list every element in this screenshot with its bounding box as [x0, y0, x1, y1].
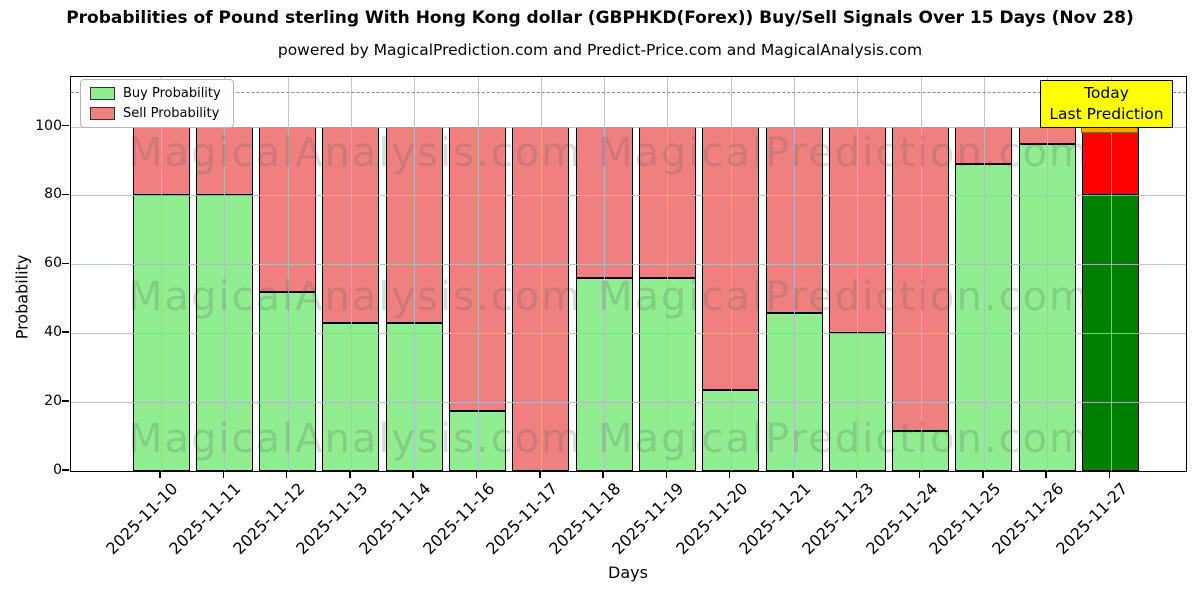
y-tick-mark	[62, 193, 69, 196]
grid-line-horizontal	[71, 195, 1186, 197]
grid-line-vertical	[414, 77, 416, 471]
grid-line-horizontal	[71, 264, 1186, 266]
y-tick-label: 20	[44, 393, 62, 410]
y-tick-mark	[62, 262, 69, 265]
grid-line-vertical	[540, 77, 542, 471]
legend-sell-label: Sell Probability	[123, 106, 220, 121]
x-tick-mark	[918, 471, 921, 478]
y-tick-mark	[62, 331, 69, 333]
plot-area	[70, 76, 1187, 472]
legend: Buy Probability Sell Probability	[80, 79, 234, 128]
x-tick-mark	[982, 471, 984, 478]
watermark-text: MagicalPrediction.com	[598, 416, 1090, 462]
grid-line-horizontal	[71, 126, 1186, 128]
sell-swatch-icon	[90, 107, 115, 120]
legend-item-buy: Buy Probability	[90, 86, 221, 101]
grid-line-vertical	[667, 77, 669, 471]
y-tick-mark	[62, 469, 69, 471]
grid-line-vertical	[287, 77, 289, 471]
x-tick-mark	[855, 471, 858, 478]
grid-line-vertical	[857, 77, 859, 471]
watermark-text: MagicalAnalysis.com	[128, 416, 583, 462]
chart-title: Probabilities of Pound sterling With Hon…	[66, 8, 1134, 28]
grid-line-vertical	[350, 77, 352, 471]
legend-item-sell: Sell Probability	[90, 106, 221, 121]
dashed-threshold-line	[71, 92, 1186, 94]
x-tick-mark	[159, 471, 161, 478]
buy-swatch-icon	[90, 87, 115, 100]
grid-line-vertical	[920, 77, 922, 471]
today-annotation-line1: Today	[1084, 84, 1129, 103]
x-tick-mark	[728, 471, 731, 478]
y-tick-label: 40	[44, 324, 62, 341]
grid-line-vertical	[730, 77, 732, 471]
today-annotation-line2: Last Prediction	[1049, 105, 1164, 123]
x-tick-mark	[222, 471, 225, 478]
grid-line-vertical	[604, 77, 606, 471]
grid-line-horizontal	[71, 333, 1186, 335]
x-tick-mark	[285, 471, 288, 478]
watermark-text: MagicalAnalysis.com	[128, 130, 583, 176]
grid-line-vertical	[983, 77, 985, 471]
x-tick-mark	[349, 471, 351, 478]
x-tick-mark	[475, 471, 478, 478]
grid-line-vertical	[161, 77, 162, 471]
grid-line-vertical	[1110, 77, 1112, 471]
y-tick-label: 60	[44, 255, 62, 272]
grid-line-horizontal	[71, 402, 1186, 404]
x-tick-mark	[412, 471, 414, 478]
watermark-text: MagicalAnalysis.com	[128, 274, 583, 320]
x-tick-mark	[665, 471, 668, 478]
chart-subtitle: powered by MagicalPrediction.com and Pre…	[277, 41, 923, 59]
grid-line-vertical	[1047, 77, 1049, 471]
grid-line-vertical	[794, 77, 795, 471]
x-tick-mark	[1108, 471, 1111, 478]
x-tick-mark	[1045, 471, 1047, 478]
x-tick-mark	[602, 471, 604, 478]
today-annotation: Today Last Prediction	[1040, 80, 1173, 128]
watermark-text: MagicalPrediction.com	[598, 274, 1090, 320]
y-tick-mark	[62, 400, 69, 402]
grid-line-vertical	[224, 77, 226, 471]
y-tick-label: 100	[35, 117, 62, 134]
x-tick-mark	[539, 471, 541, 478]
y-tick-label: 0	[53, 462, 62, 478]
watermark-text: MagicalPrediction.com	[598, 130, 1090, 176]
grid-line-vertical	[477, 77, 479, 471]
y-tick-label: 80	[44, 186, 62, 203]
x-tick-mark	[792, 471, 794, 478]
y-tick-mark	[62, 124, 69, 127]
x-axis-label: Days	[608, 563, 648, 582]
legend-buy-label: Buy Probability	[123, 86, 221, 101]
